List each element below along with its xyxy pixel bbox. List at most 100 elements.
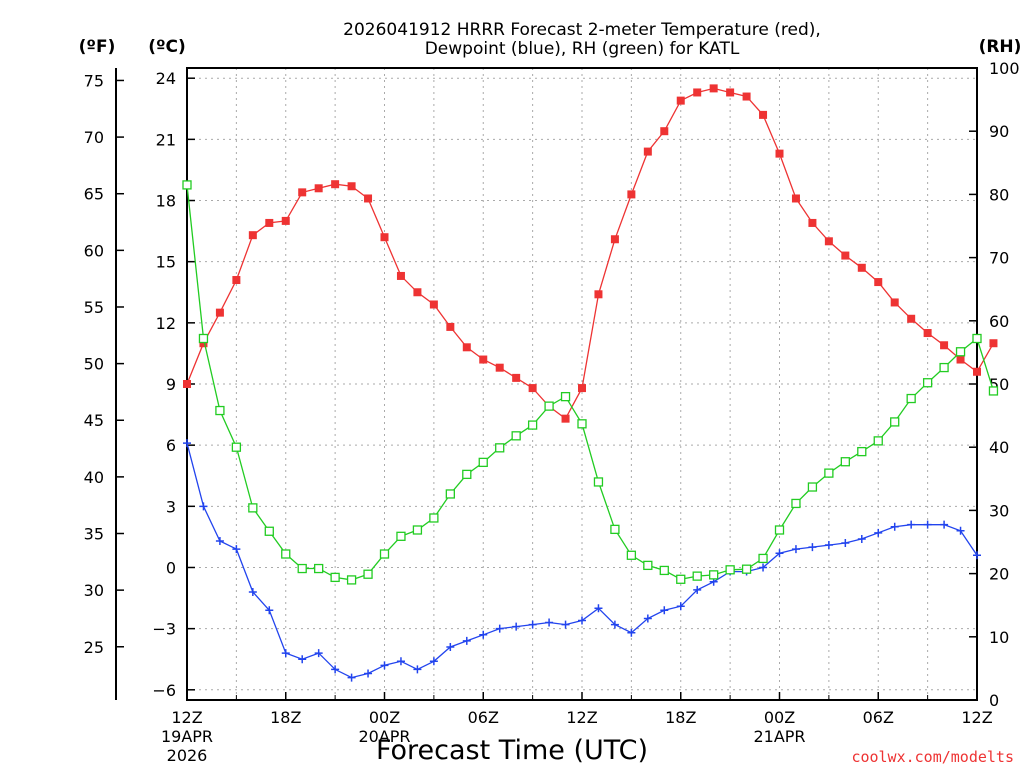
- celsius-tick-label: 6: [166, 436, 176, 455]
- relative-humidity-point: [182, 180, 192, 190]
- dewpoint-point: [627, 628, 636, 637]
- relative-humidity-point: [626, 550, 637, 560]
- relative-humidity-point: [922, 378, 933, 388]
- dewpoint-point: [561, 620, 570, 629]
- 2-meter-temperature-point: [265, 218, 274, 227]
- plot-frame: [186, 67, 978, 701]
- time-tick-year: 2026: [167, 746, 208, 765]
- dewpoint-point: [578, 616, 586, 625]
- time-tick-label: 00Z: [369, 708, 400, 727]
- 2-meter-temperature-point: [232, 276, 241, 285]
- relative-humidity-point: [495, 443, 505, 453]
- 2-meter-temperature-point: [940, 341, 949, 350]
- rh-tick-label: 20: [989, 565, 1009, 584]
- rh-tick-label: 60: [989, 312, 1009, 331]
- dewpoint-point: [890, 522, 899, 531]
- relative-humidity-point: [692, 571, 702, 581]
- relative-humidity-point: [429, 513, 439, 523]
- relative-humidity-point: [248, 503, 258, 513]
- rh-tick-label: 70: [989, 249, 1009, 268]
- dewpoint-point: [643, 614, 652, 623]
- relative-humidity-point: [774, 525, 785, 535]
- fahrenheit-tick-label: 40: [84, 468, 104, 487]
- dewpoint-point: [199, 502, 208, 511]
- relative-humidity-point: [544, 401, 554, 411]
- relative-humidity-point: [610, 524, 620, 535]
- chart-title-line1: 2026041912 HRRR Forecast 2-meter Tempera…: [343, 20, 821, 40]
- dewpoint-point: [512, 622, 521, 631]
- relative-humidity-point: [511, 431, 521, 441]
- relative-humidity-point: [890, 417, 900, 427]
- 2-meter-temperature-point: [446, 322, 455, 331]
- 2-meter-temperature-point: [660, 127, 669, 136]
- relative-humidity-point: [346, 575, 357, 585]
- relative-humidity-point: [462, 469, 472, 480]
- 2-meter-temperature-point: [693, 88, 702, 97]
- dewpoint-point: [495, 624, 504, 633]
- 2-meter-temperature-point: [380, 233, 389, 242]
- fahrenheit-tick-label: 45: [84, 411, 104, 430]
- relative-humidity-point: [791, 498, 801, 509]
- relative-humidity-point: [281, 549, 291, 559]
- dewpoint-point: [676, 602, 685, 611]
- relative-humidity-point: [709, 570, 719, 580]
- relative-humidity-point: [297, 563, 307, 574]
- dewpoint-point: [183, 439, 191, 448]
- unit-celsius: (ºC): [148, 37, 186, 57]
- celsius-tick-label: −3: [152, 620, 176, 639]
- rh-tick-label: 0: [989, 691, 999, 710]
- dewpoint-point: [298, 655, 307, 664]
- dewpoint-point: [281, 649, 290, 658]
- 2-meter-temperature-point: [578, 384, 586, 393]
- dewpoint-point: [907, 520, 916, 529]
- celsius-tick-label: −6: [152, 681, 176, 700]
- fahrenheit-tick-label: 35: [84, 525, 104, 544]
- relative-humidity-point: [988, 386, 999, 396]
- rh-tick-label: 30: [989, 501, 1009, 520]
- relative-humidity-point: [873, 436, 883, 446]
- dewpoint-point: [759, 563, 768, 572]
- celsius-tick-label: 0: [166, 558, 176, 577]
- dewpoint-point: [380, 661, 389, 670]
- celsius-tick-label: 3: [166, 497, 176, 516]
- relative-humidity-point: [972, 333, 982, 344]
- 2-meter-temperature-point: [561, 414, 570, 423]
- dewpoint-point: [660, 606, 669, 615]
- 2-meter-temperature-point: [775, 149, 784, 158]
- relative-humidity-point: [643, 560, 653, 571]
- dewpoint-point: [841, 539, 850, 548]
- dewpoint-point: [528, 620, 537, 629]
- 2-meter-temperature-point: [298, 188, 307, 197]
- dewpoint-point: [248, 587, 257, 596]
- dewpoint-point: [874, 528, 883, 537]
- time-tick-label: 12Z: [566, 708, 597, 727]
- 2-meter-temperature-point: [907, 314, 916, 323]
- time-tick-label: 06Z: [468, 708, 499, 727]
- 2-meter-temperature-point: [281, 216, 290, 225]
- 2-meter-temperature-point: [643, 147, 652, 156]
- fahrenheit-tick-label: 70: [84, 128, 104, 147]
- celsius-tick-label: 21: [156, 130, 176, 149]
- time-tick-label: 12Z: [171, 708, 202, 727]
- 2-meter-temperature-point: [429, 300, 438, 309]
- celsius-tick-label: 24: [156, 69, 176, 88]
- dewpoint-point: [824, 541, 833, 550]
- 2-meter-temperature-point: [742, 92, 751, 101]
- fahrenheit-tick-label: 55: [84, 298, 104, 317]
- relative-humidity-point: [314, 563, 324, 574]
- dewpoint-point: [347, 673, 356, 682]
- rh-tick-label: 40: [989, 438, 1009, 457]
- relative-humidity-point: [824, 468, 834, 478]
- 2-meter-temperature-point: [923, 329, 932, 338]
- relative-humidity-point: [741, 564, 752, 574]
- dewpoint-point: [775, 549, 784, 558]
- 2-meter-temperature-point: [364, 194, 373, 203]
- 2-meter-temperature-point: [199, 339, 208, 348]
- 2-meter-temperature-point: [709, 84, 718, 93]
- time-tick-date: 20APR: [358, 727, 410, 746]
- 2-meter-temperature-point: [479, 355, 488, 364]
- dewpoint-point: [693, 585, 702, 594]
- 2-meter-temperature-point: [874, 278, 883, 287]
